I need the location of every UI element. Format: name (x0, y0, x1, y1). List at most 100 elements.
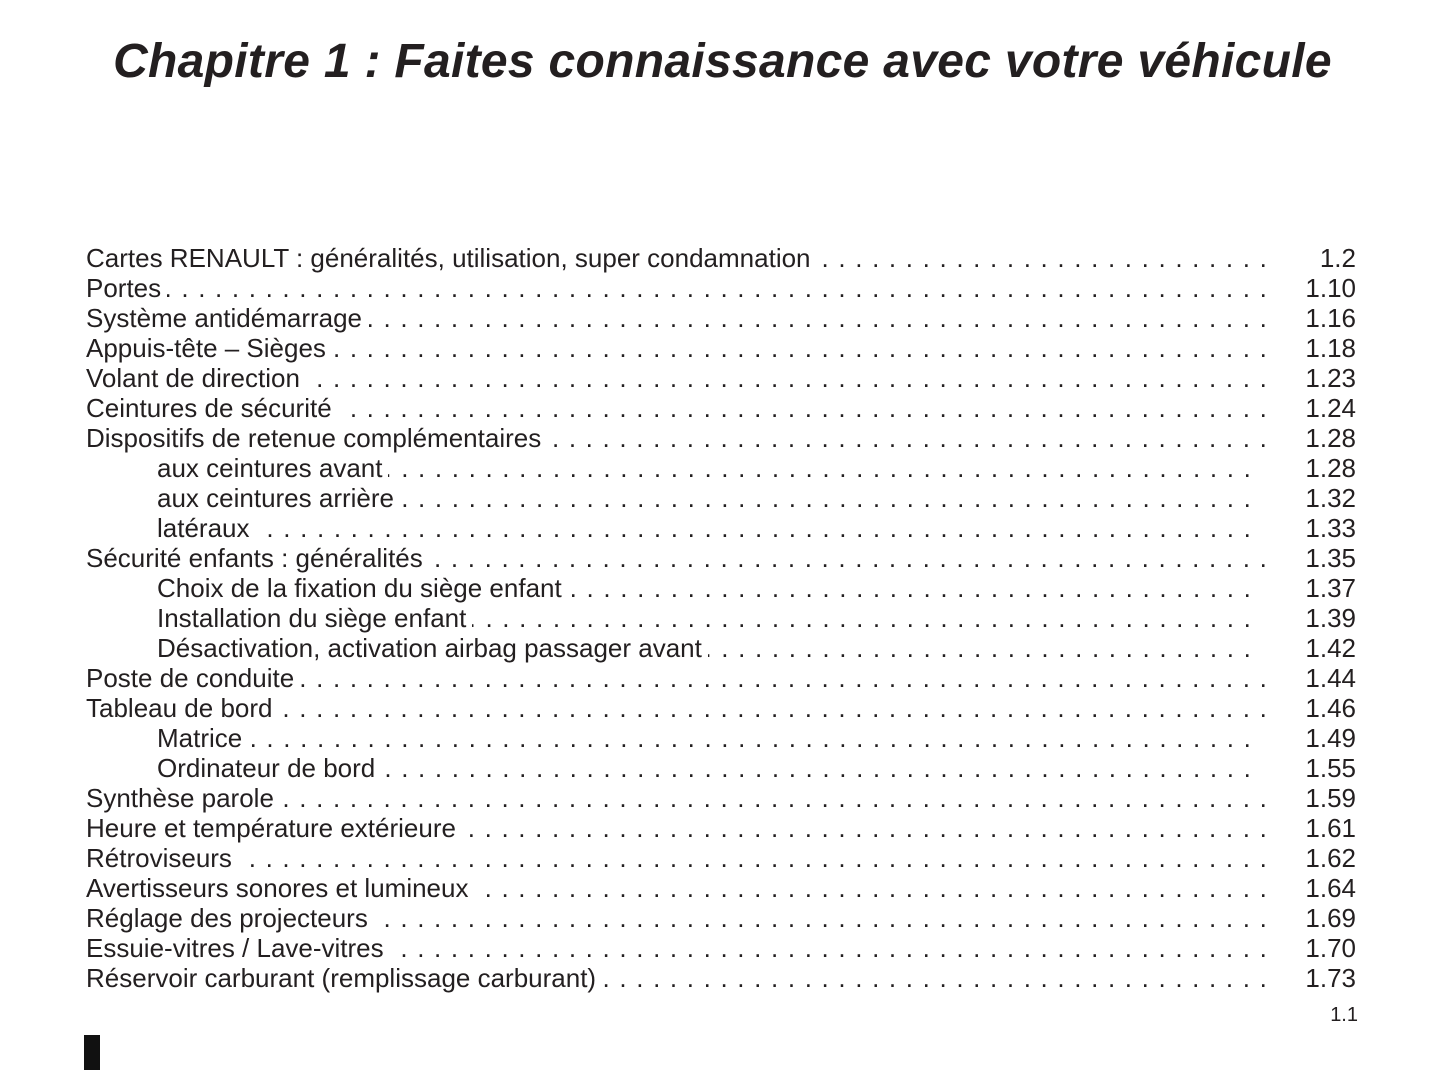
toc-entry[interactable]: Synthèse parole 1.59 (0, 783, 1445, 813)
toc-entry-page: 1.44 (1305, 663, 1356, 693)
toc-entry-page: 1.64 (1305, 873, 1356, 903)
toc-entry-line: Cartes RENAULT : généralités, utilisatio… (86, 243, 1268, 273)
dot-leader (602, 963, 1268, 993)
toc-entry-line: Portes (86, 273, 1268, 303)
toc-entry-page: 1.24 (1305, 393, 1356, 423)
toc-entry-line: aux ceintures avant (157, 453, 1252, 483)
toc-entry-line: Installation du siège enfant (157, 603, 1252, 633)
toc-entry-line: Essuie-vitres / Lave-vitres (86, 933, 1268, 963)
dot-leader (338, 393, 1268, 423)
dot-leader (472, 603, 1252, 633)
toc-entry-page: 1.62 (1305, 843, 1356, 873)
toc-entry[interactable]: Avertisseurs sonores et lumineux 1.64 (0, 873, 1445, 903)
toc-entry-label: Heure et température extérieure (86, 813, 456, 843)
toc-entry-label: Ordinateur de bord (157, 753, 376, 783)
toc-entry[interactable]: Cartes RENAULT : généralités, utilisatio… (0, 243, 1445, 273)
toc-entry-line: Réglage des projecteurs (86, 903, 1268, 933)
toc-entry-page: 1.28 (1305, 453, 1356, 483)
toc-entry[interactable]: Installation du siège enfant 1.39 (0, 603, 1445, 633)
toc-entry-page: 1.2 (1319, 243, 1356, 273)
dot-leader (332, 333, 1268, 363)
toc-entry-label: Poste de conduite (86, 663, 295, 693)
margin-marker (84, 1035, 100, 1070)
toc-entry-line: Dispositifs de retenue complémentaires (86, 423, 1268, 453)
toc-entry-page: 1.10 (1305, 273, 1356, 303)
dot-leader (300, 663, 1268, 693)
toc-entry-page: 1.49 (1305, 723, 1356, 753)
toc-entry[interactable]: Sécurité enfants : généralités 1.35 (0, 543, 1445, 573)
toc-entry-label: Système antidémarrage (86, 303, 363, 333)
toc-entry[interactable]: Volant de direction 1.23 (0, 363, 1445, 393)
toc-entry[interactable]: Ordinateur de bord 1.55 (0, 753, 1445, 783)
toc-entry[interactable]: Dispositifs de retenue complémentaires 1.… (0, 423, 1445, 453)
toc-entry-page: 1.33 (1305, 513, 1356, 543)
toc-entry[interactable]: Poste de conduite 1.44 (0, 663, 1445, 693)
toc-entry-line: Volant de direction (86, 363, 1268, 393)
toc-entry-page: 1.23 (1305, 363, 1356, 393)
toc-entry-line: Tableau de bord (86, 693, 1268, 723)
toc-entry[interactable]: Tableau de bord 1.46 (0, 693, 1445, 723)
toc-entry-label: Installation du siège enfant (157, 603, 467, 633)
toc-entry-label: aux ceintures arrière (157, 483, 394, 513)
toc-entry-label: Sécurité enfants : généralités (86, 543, 423, 573)
toc-entry-label: Ceintures de sécurité (86, 393, 332, 423)
toc-entry-line: latéraux (157, 513, 1252, 543)
toc-entry[interactable]: Réglage des projecteurs 1.69 (0, 903, 1445, 933)
toc-entry[interactable]: Rétroviseurs 1.62 (0, 843, 1445, 873)
table-of-contents: Cartes RENAULT : généralités, utilisatio… (0, 243, 1445, 993)
toc-entry[interactable]: aux ceintures arrière 1.32 (0, 483, 1445, 513)
toc-entry-label: Portes (86, 273, 162, 303)
toc-entry-page: 1.35 (1305, 543, 1356, 573)
toc-entry-label: Synthèse parole (86, 783, 274, 813)
toc-entry-line: aux ceintures arrière (157, 483, 1252, 513)
toc-entry-line: Désactivation, activation airbag passage… (157, 633, 1252, 663)
toc-entry[interactable]: Matrice 1.49 (0, 723, 1445, 753)
toc-entry-label: Tableau de bord (86, 693, 273, 723)
toc-entry[interactable]: aux ceintures avant 1.28 (0, 453, 1445, 483)
dot-leader (381, 753, 1252, 783)
chapter-title: Chapitre 1 : Faites connaissance avec vo… (113, 35, 1332, 88)
toc-entry-label: Matrice (157, 723, 243, 753)
toc-entry-line: Choix de la fixation du siège enfant (157, 573, 1252, 603)
toc-entry[interactable]: Choix de la fixation du siège enfant 1.37 (0, 573, 1445, 603)
toc-entry[interactable]: Heure et température extérieure 1.61 (0, 813, 1445, 843)
toc-entry-label: Appuis-tête – Sièges (86, 333, 326, 363)
dot-leader (368, 303, 1268, 333)
toc-entry-page: 1.55 (1305, 753, 1356, 783)
toc-entry-line: Réservoir carburant (remplissage carbura… (86, 963, 1268, 993)
toc-entry[interactable]: Désactivation, activation airbag passage… (0, 633, 1445, 663)
dot-leader (238, 843, 1268, 873)
toc-entry-label: Désactivation, activation airbag passage… (157, 633, 702, 663)
toc-entry-line: Heure et température extérieure (86, 813, 1268, 843)
dot-leader (568, 573, 1252, 603)
dot-leader (306, 363, 1268, 393)
toc-entry-page: 1.70 (1305, 933, 1356, 963)
dot-leader (547, 423, 1268, 453)
toc-entry[interactable]: Appuis-tête – Sièges 1.18 (0, 333, 1445, 363)
dot-leader (248, 723, 1252, 753)
toc-entry-label: latéraux (157, 513, 250, 543)
toc-entry-page: 1.69 (1305, 903, 1356, 933)
toc-entry-page: 1.42 (1305, 633, 1356, 663)
toc-entry-line: Matrice (157, 723, 1252, 753)
toc-entry[interactable]: Ceintures de sécurité 1.24 (0, 393, 1445, 423)
toc-entry-label: Dispositifs de retenue complémentaires (86, 423, 542, 453)
toc-entry[interactable]: latéraux 1.33 (0, 513, 1445, 543)
dot-leader (374, 903, 1268, 933)
dot-leader (390, 933, 1268, 963)
toc-entry-page: 1.37 (1305, 573, 1356, 603)
dot-leader (462, 813, 1268, 843)
dot-leader (388, 453, 1252, 483)
dot-leader (474, 873, 1268, 903)
toc-entry-page: 1.59 (1305, 783, 1356, 813)
toc-entry-line: Ordinateur de bord (157, 753, 1252, 783)
toc-entry[interactable]: Système antidémarrage 1.16 (0, 303, 1445, 333)
toc-entry-page: 1.39 (1305, 603, 1356, 633)
toc-entry[interactable]: Portes 1.10 (0, 273, 1445, 303)
toc-entry-page: 1.32 (1305, 483, 1356, 513)
toc-entry[interactable]: Essuie-vitres / Lave-vitres 1.70 (0, 933, 1445, 963)
toc-entry[interactable]: Réservoir carburant (remplissage carbura… (0, 963, 1445, 993)
dot-leader (429, 543, 1268, 573)
toc-entry-page: 1.18 (1305, 333, 1356, 363)
toc-entry-line: Ceintures de sécurité (86, 393, 1268, 423)
